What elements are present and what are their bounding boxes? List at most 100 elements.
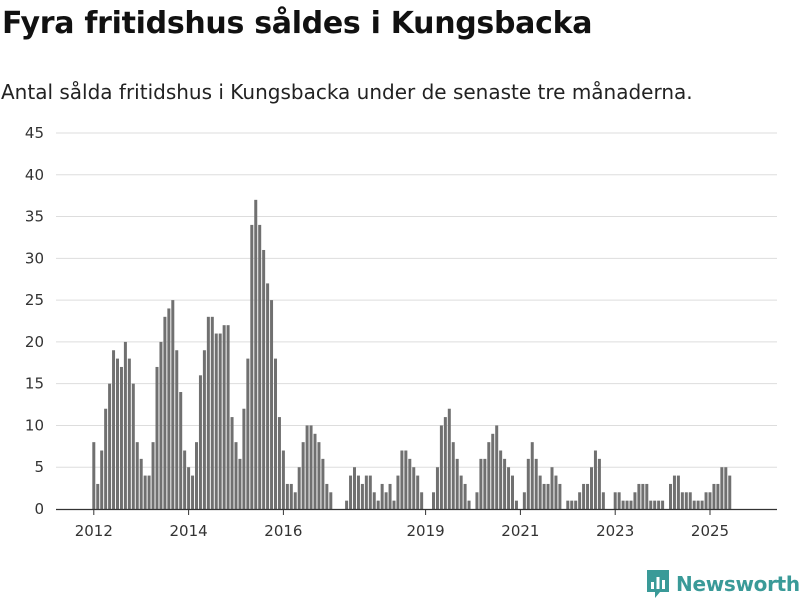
bar <box>645 483 649 509</box>
bar <box>684 492 688 509</box>
bar <box>669 483 672 509</box>
bar <box>353 467 356 509</box>
bar <box>119 366 123 509</box>
bar <box>657 500 661 509</box>
bar <box>222 325 226 509</box>
bar <box>175 350 179 509</box>
bar <box>459 475 463 509</box>
bar <box>380 483 384 509</box>
bar <box>408 458 412 509</box>
chart-subtitle: Antal sålda fritidshus i Kungsbacka unde… <box>1 80 693 104</box>
bar <box>574 500 578 509</box>
bar <box>700 500 704 509</box>
bar <box>183 450 187 509</box>
bar <box>388 483 392 509</box>
data-label: 4 <box>729 0 739 4</box>
bar <box>538 475 542 509</box>
bar <box>526 458 530 509</box>
newsworthy-logo: Newsworthy <box>646 568 800 600</box>
bar <box>242 408 246 509</box>
bar <box>712 483 716 509</box>
bar <box>704 492 708 509</box>
bar <box>716 483 720 509</box>
bar <box>692 500 696 509</box>
bar <box>360 483 364 509</box>
bar <box>368 475 372 509</box>
bar <box>218 333 222 509</box>
bar <box>475 492 479 509</box>
bar <box>329 492 333 509</box>
y-tick-label: 0 <box>34 500 44 518</box>
bar <box>586 483 590 509</box>
bar <box>503 458 507 509</box>
x-tick-label: 2023 <box>596 522 634 540</box>
bar <box>262 249 266 509</box>
bar <box>325 483 329 509</box>
bar <box>104 408 108 509</box>
y-axis-ticks: 0 5 10 15 20 25 30 35 40 45 <box>25 124 44 518</box>
bar <box>530 442 534 509</box>
bar <box>250 224 254 509</box>
x-tick-label: 2025 <box>691 522 729 540</box>
bar <box>147 475 151 509</box>
bar <box>672 475 676 509</box>
newsworthy-icon <box>647 570 669 598</box>
bar <box>597 458 601 509</box>
bar <box>451 442 455 509</box>
bar <box>566 500 570 509</box>
bar <box>108 383 112 509</box>
bar <box>151 442 155 509</box>
bar <box>100 450 104 509</box>
data-labels: 4 <box>729 0 739 4</box>
bar <box>629 500 633 509</box>
bar <box>96 483 100 509</box>
bar <box>479 458 483 509</box>
bar <box>593 450 597 509</box>
y-tick-label: 15 <box>25 375 44 393</box>
bar <box>641 483 645 509</box>
bar <box>159 341 163 509</box>
bar <box>447 408 451 509</box>
bar <box>696 500 700 509</box>
bar <box>582 483 586 509</box>
bar <box>210 316 214 509</box>
bar <box>432 492 435 509</box>
bar <box>198 375 202 509</box>
y-tick-label: 10 <box>25 416 44 434</box>
bar <box>499 450 503 509</box>
bar <box>195 442 198 509</box>
chart-title: Fyra fritidshus såldes i Kungsbacka <box>2 6 593 41</box>
bar <box>258 224 262 509</box>
bar <box>546 483 550 509</box>
bar <box>396 475 400 509</box>
bar <box>455 458 459 509</box>
bar <box>372 492 376 509</box>
bar <box>514 500 518 509</box>
bar <box>534 458 538 509</box>
x-tick-label: 2012 <box>75 522 113 540</box>
bar <box>112 350 116 509</box>
bar <box>554 475 558 509</box>
bar <box>127 358 131 509</box>
bar <box>202 350 206 509</box>
bar <box>439 425 443 509</box>
bar <box>420 492 424 509</box>
bar <box>613 492 617 509</box>
bar <box>578 492 582 509</box>
bar <box>435 467 439 509</box>
bar <box>135 442 139 509</box>
bar <box>491 433 495 509</box>
bar <box>293 492 297 509</box>
bar <box>542 483 546 509</box>
bar <box>724 467 728 509</box>
bar <box>463 483 467 509</box>
bar <box>277 417 281 509</box>
y-tick-label: 20 <box>25 333 44 351</box>
bar <box>550 467 554 509</box>
bar <box>680 492 684 509</box>
x-tick-label: 2014 <box>170 522 208 540</box>
bar <box>708 492 712 509</box>
bar <box>92 442 96 509</box>
bar <box>254 199 258 509</box>
